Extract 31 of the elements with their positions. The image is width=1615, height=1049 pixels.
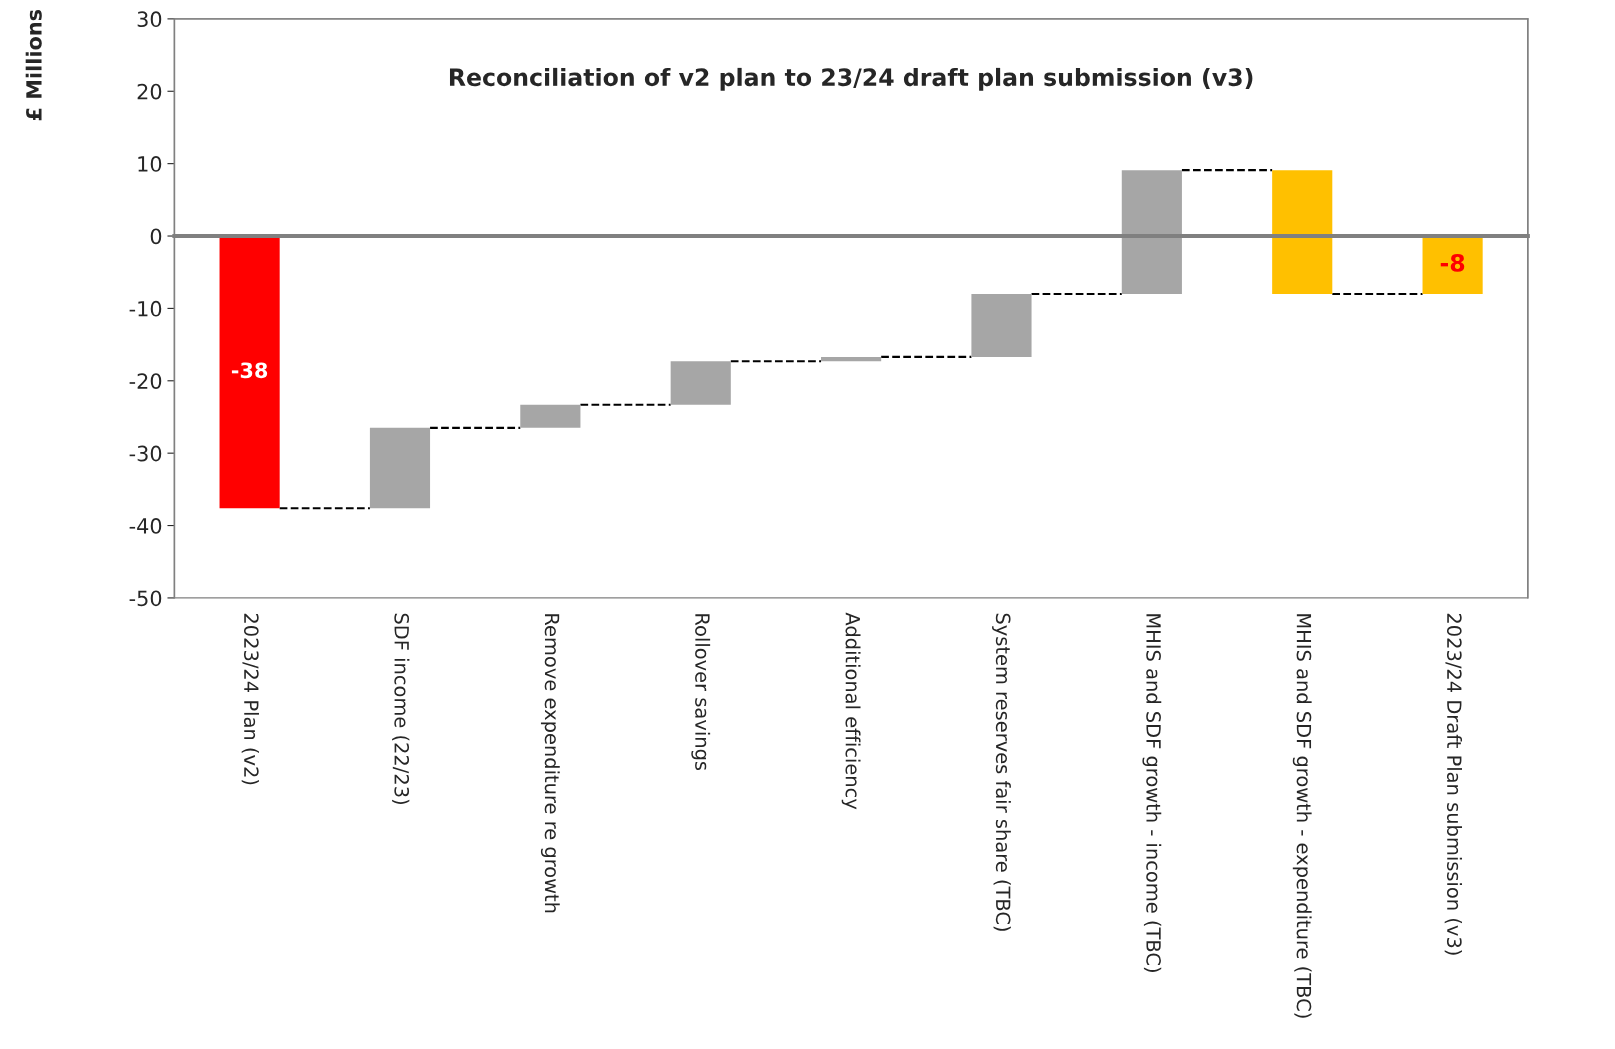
x-tick-label: Additional efficiency	[841, 612, 861, 810]
y-tick-label: -50	[129, 590, 162, 607]
x-tick-label: Rollover savings	[691, 614, 711, 771]
x-tick-label: MHIS and SDF growth - expenditure (TBC)	[1292, 614, 1312, 1018]
y-tick-label: -30	[129, 445, 162, 462]
y-tick-label: -40	[129, 518, 162, 534]
bar	[520, 404, 581, 428]
y-tick-label: 10	[138, 156, 162, 172]
y-axis-title: £ Millions	[25, 9, 42, 121]
x-tick-label: MHIS and SDF growth - income (TBC)	[1142, 614, 1162, 972]
text: Reconciliation of v2 plan to 23/24 draft plan submission (v3)	[449, 67, 1253, 91]
y-tick-label: 30	[137, 11, 162, 28]
bar	[1422, 236, 1483, 294]
bar	[369, 427, 431, 509]
y-tick-label: -10	[129, 300, 162, 317]
bar	[1121, 170, 1182, 294]
bar	[219, 236, 280, 509]
y-tick-label: 0	[150, 228, 162, 245]
x-tick-label: 2023/24 Plan (v2)	[241, 613, 260, 785]
bar	[821, 356, 882, 362]
bar	[670, 361, 731, 405]
data-label: -8	[1440, 253, 1465, 272]
y-tick-label: 20	[137, 83, 162, 100]
bar	[971, 293, 1032, 357]
x-tick-label: System reserves fair share (TBC)	[992, 613, 1011, 931]
y-tick-label: -20	[129, 373, 162, 389]
data-label: -38	[231, 362, 268, 379]
x-tick-label: Remove expenditure re growth	[540, 614, 560, 913]
bar	[1272, 170, 1333, 294]
x-tick-label: SDF income (22/23)	[392, 613, 410, 805]
x-tick-label: 2023/24 Draft Plan submission (v3)	[1444, 613, 1463, 955]
